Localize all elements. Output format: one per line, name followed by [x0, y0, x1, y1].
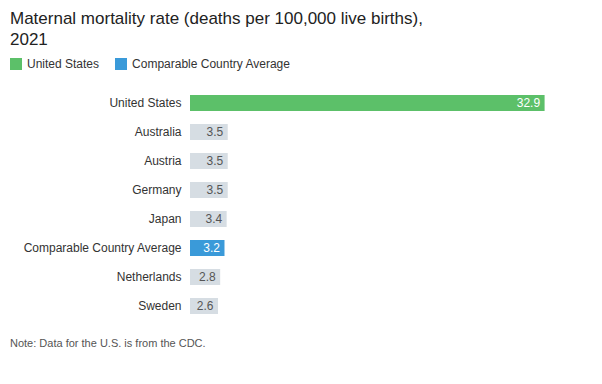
svg-text:Comparable Country Average: Comparable Country Average — [24, 241, 182, 255]
svg-text:United States: United States — [109, 96, 181, 110]
svg-text:Sweden: Sweden — [138, 299, 181, 313]
svg-text:3.4: 3.4 — [205, 212, 222, 226]
html-text:Comparable Country Average: Comparable Country Average — [132, 56, 290, 71]
svg-text:Netherlands: Netherlands — [117, 270, 182, 284]
svg-text:32.9: 32.9 — [517, 96, 541, 110]
svg-text:3.2: 3.2 — [203, 241, 220, 255]
svg-text:2.8: 2.8 — [199, 270, 216, 284]
svg-text:3.5: 3.5 — [207, 154, 224, 168]
html-text:United States: United States — [27, 56, 99, 71]
svg-text:3.5: 3.5 — [207, 125, 224, 139]
svg-text:Japan: Japan — [149, 212, 182, 226]
svg-text:2.6: 2.6 — [197, 299, 214, 313]
svg-text:Australia: Australia — [135, 125, 182, 139]
html-text:Maternal mortality rate (death: Maternal mortality rate (deaths per 100,… — [10, 9, 423, 50]
svg-text:Austria: Austria — [144, 154, 182, 168]
html-text:Note: Data for the U.S. is fro: Note: Data for the U.S. is from the CDC. — [10, 336, 206, 349]
svg-text:3.5: 3.5 — [207, 183, 224, 197]
svg-text:Germany: Germany — [132, 183, 181, 197]
